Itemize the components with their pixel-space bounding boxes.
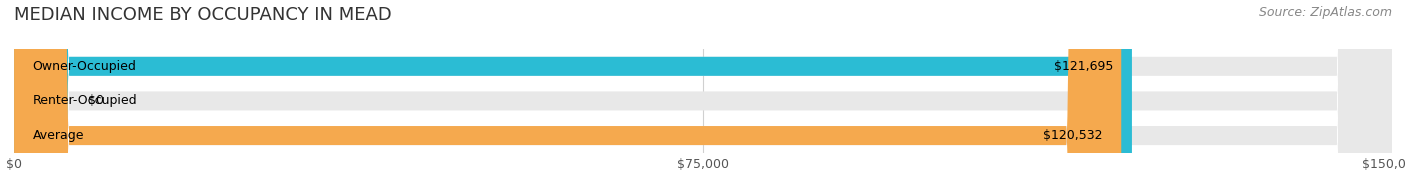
Text: Source: ZipAtlas.com: Source: ZipAtlas.com	[1258, 6, 1392, 19]
Text: $120,532: $120,532	[1043, 129, 1102, 142]
FancyBboxPatch shape	[14, 0, 1392, 196]
Text: Renter-Occupied: Renter-Occupied	[32, 94, 136, 107]
FancyBboxPatch shape	[14, 0, 1132, 196]
Text: MEDIAN INCOME BY OCCUPANCY IN MEAD: MEDIAN INCOME BY OCCUPANCY IN MEAD	[14, 6, 392, 24]
FancyBboxPatch shape	[14, 0, 1392, 196]
FancyBboxPatch shape	[14, 0, 1121, 196]
Text: $0: $0	[87, 94, 104, 107]
Text: $121,695: $121,695	[1054, 60, 1114, 73]
Text: Average: Average	[32, 129, 84, 142]
FancyBboxPatch shape	[14, 0, 1392, 196]
Text: Owner-Occupied: Owner-Occupied	[32, 60, 136, 73]
